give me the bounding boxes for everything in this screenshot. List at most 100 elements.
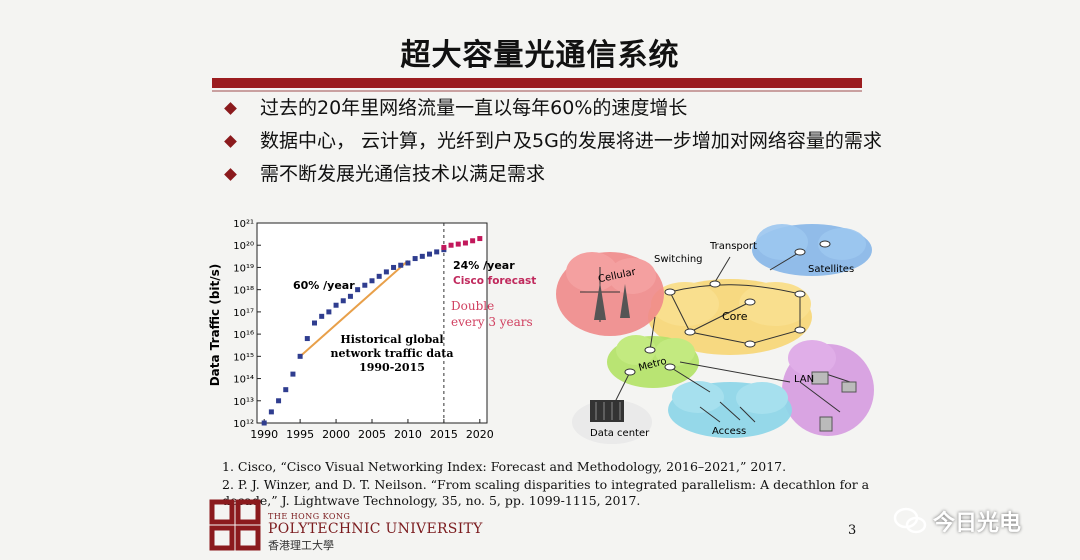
historical-data-point bbox=[261, 420, 267, 426]
historical-data-point bbox=[290, 371, 296, 377]
forecast-source-annotation: Cisco forecast bbox=[453, 275, 536, 287]
historical-data-point bbox=[297, 353, 303, 359]
core-label: Core bbox=[722, 310, 748, 323]
bullet-list: 过去的20年里网络流量一直以每年60%的速度增长 数据中心， 云计算，光纤到户及… bbox=[222, 96, 882, 195]
x-tick-label: 2020 bbox=[466, 428, 494, 441]
watermark-text: 今日光电 bbox=[933, 511, 1022, 536]
historical-data-point bbox=[340, 298, 346, 304]
historical-data-point bbox=[326, 309, 332, 315]
data-center-cloud bbox=[572, 400, 652, 444]
title-underline-bar bbox=[212, 78, 862, 88]
switching-label: Switching bbox=[654, 254, 703, 265]
x-tick-label: 2010 bbox=[394, 428, 422, 441]
y-tick-label: 10¹⁷ bbox=[233, 308, 254, 319]
x-tick-label: 1995 bbox=[286, 428, 314, 441]
y-tick-label: 10¹⁹ bbox=[233, 263, 254, 274]
cell-towers bbox=[594, 282, 630, 320]
forecast-data-point bbox=[470, 238, 476, 244]
diamond-bullet-icon bbox=[224, 102, 237, 115]
historical-data-point bbox=[283, 387, 289, 393]
page-number: 3 bbox=[848, 523, 857, 538]
historical-data-point bbox=[369, 278, 375, 284]
historical-data-point bbox=[319, 313, 325, 319]
forecast-data-point bbox=[462, 240, 468, 246]
trend-line bbox=[299, 260, 409, 358]
historical-data-point bbox=[419, 253, 425, 259]
historical-data-point bbox=[268, 409, 274, 415]
bullet-item: 需不断发展光通信技术以满足需求 bbox=[222, 162, 882, 187]
bullet-item: 数据中心， 云计算，光纤到户及5G的发展将进一步增加对网络容量的需求 bbox=[222, 129, 882, 154]
university-line2: POLYTECHNIC UNIVERSITY bbox=[268, 521, 483, 537]
access-cloud bbox=[668, 381, 792, 438]
network-nodes bbox=[624, 240, 831, 376]
plot-area bbox=[256, 222, 488, 424]
historical-data-point bbox=[304, 336, 310, 342]
bullet-text: 需不断发展光通信技术以满足需求 bbox=[260, 163, 546, 185]
reference-item: 1. Cisco, “Cisco Visual Networking Index… bbox=[222, 459, 787, 474]
double-annotation-line1: Double bbox=[451, 299, 494, 313]
y-axis-label: Data Traffic (bit/s) bbox=[208, 264, 222, 387]
historical-data-point bbox=[362, 282, 368, 288]
reference-item: 2. P. J. Winzer, and D. T. Neilson. “Fro… bbox=[222, 477, 870, 508]
university-logo-icon bbox=[209, 499, 261, 551]
historical-data-point bbox=[383, 269, 389, 275]
diamond-bullet-icon bbox=[224, 135, 237, 148]
double-annotation-line2: every 3 years bbox=[451, 315, 533, 329]
watermark: 今日光电 bbox=[893, 505, 1021, 537]
historical-annotation-line1: Historical global bbox=[340, 333, 443, 346]
bullet-item: 过去的20年里网络流量一直以每年60%的速度增长 bbox=[222, 96, 882, 121]
transport-label: Transport bbox=[709, 241, 757, 252]
historical-annotation-line3: 1990-2015 bbox=[359, 361, 425, 374]
historical-data-point bbox=[412, 256, 418, 262]
forecast-data-point bbox=[448, 242, 454, 248]
forecast-rate-annotation: 24% /year bbox=[453, 259, 515, 272]
data-center-label: Data center bbox=[590, 428, 650, 439]
lan-devices bbox=[811, 371, 857, 432]
forecast-data-point bbox=[477, 236, 483, 242]
historical-data-point bbox=[391, 264, 397, 270]
network-diagram-svg: Transport Switching Cellular Satellites … bbox=[556, 224, 874, 444]
y-tick-label: 10¹⁴ bbox=[233, 375, 254, 386]
historical-data-point bbox=[347, 293, 353, 299]
x-tick-label: 2015 bbox=[430, 428, 458, 441]
wechat-icon bbox=[893, 507, 927, 534]
historical-data-point bbox=[376, 273, 382, 279]
university-line3: 香港理工大學 bbox=[268, 539, 334, 552]
forecast-data-point bbox=[455, 241, 461, 247]
y-tick-label: 10¹⁸ bbox=[233, 286, 254, 297]
y-tick-label: 10²⁰ bbox=[233, 241, 254, 252]
cellular-cloud bbox=[556, 252, 664, 336]
slide-title: 超大容量光通信系统 bbox=[400, 38, 680, 73]
historical-data-point bbox=[398, 262, 404, 268]
historical-data-point bbox=[333, 302, 339, 308]
metro-cloud bbox=[607, 335, 699, 388]
bullet-text: 过去的20年里网络流量一直以每年60%的速度增长 bbox=[260, 97, 688, 119]
historical-data-point bbox=[355, 287, 361, 293]
historical-data-point bbox=[312, 320, 317, 326]
x-tick-label: 1990 bbox=[250, 428, 278, 441]
lan-cloud bbox=[782, 340, 874, 436]
y-tick-label: 10²¹ bbox=[233, 219, 254, 230]
satellites-label: Satellites bbox=[808, 264, 854, 275]
y-tick-label: 10¹⁶ bbox=[233, 330, 254, 341]
access-label: Access bbox=[712, 426, 746, 437]
historical-data-point bbox=[405, 260, 411, 266]
title-underline-thin bbox=[212, 90, 862, 92]
references: 1. Cisco, “Cisco Visual Networking Index… bbox=[222, 459, 902, 511]
x-tick-label: 2005 bbox=[358, 428, 386, 441]
forecast-data-point bbox=[441, 244, 447, 250]
university-name: THE HONG KONG POLYTECHNIC UNIVERSITY 香港理… bbox=[268, 512, 483, 553]
historical-data-point bbox=[427, 251, 432, 257]
y-tick-label: 10¹⁵ bbox=[233, 352, 254, 363]
bullet-text: 数据中心， 云计算，光纤到户及5G的发展将进一步增加对网络容量的需求 bbox=[260, 130, 882, 152]
historical-annotation-line2: network traffic data bbox=[331, 347, 454, 360]
historical-data-point bbox=[276, 398, 282, 404]
historical-data-point bbox=[434, 249, 440, 255]
y-tick-label: 10¹² bbox=[233, 419, 254, 430]
traffic-chart-svg: 10¹² 10¹³ 10¹⁴ 10¹⁵ 10¹⁶ 10¹⁷ 10¹⁸ 10¹⁹ 10²⁰ 10²¹… bbox=[208, 219, 536, 441]
university-line1: THE HONG KONG bbox=[268, 512, 351, 521]
x-tick-label: 2000 bbox=[322, 428, 350, 441]
lan-label: LAN bbox=[794, 374, 814, 385]
traffic-chart: 10¹² 10¹³ 10¹⁴ 10¹⁵ 10¹⁶ 10¹⁷ 10¹⁸ 10¹⁹ 10²⁰ 10²¹… bbox=[205, 215, 545, 445]
